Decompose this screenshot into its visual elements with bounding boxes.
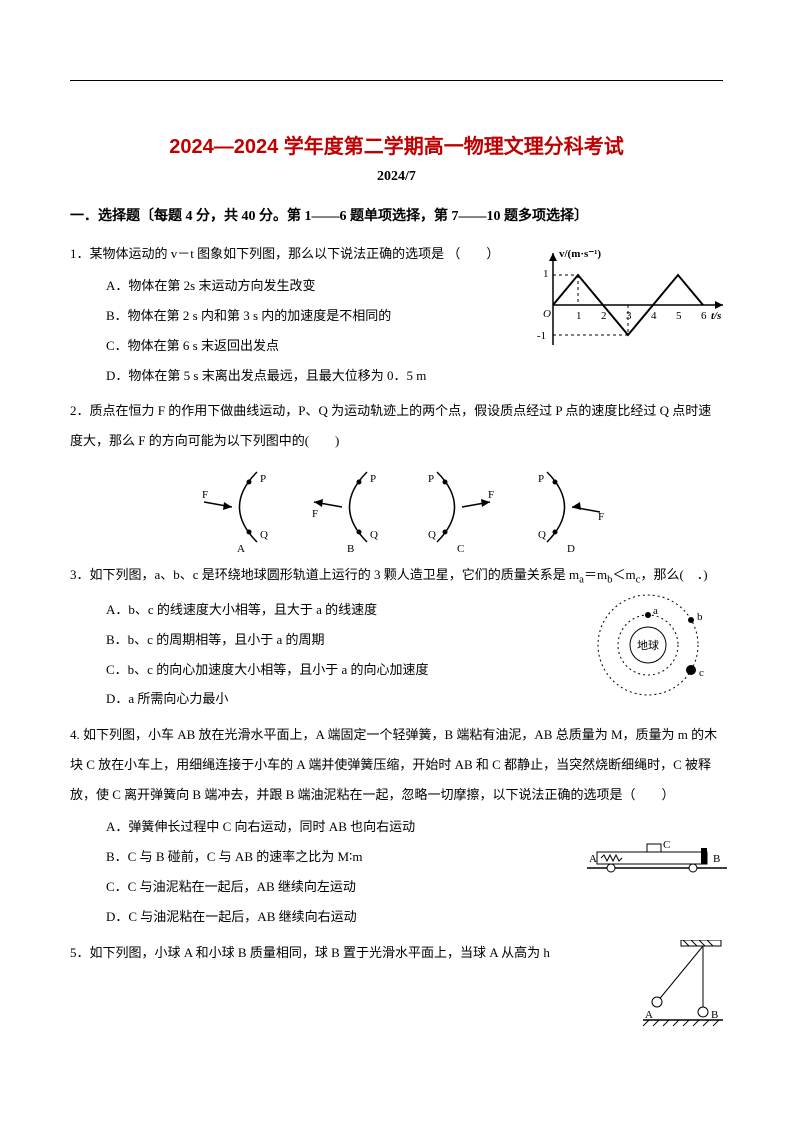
svg-text:B: B (711, 1009, 718, 1021)
q4-opt-d: D．C 与油泥粘在一起后，AB 继续向右运动 (106, 902, 723, 932)
svg-text:P: P (428, 473, 434, 485)
q1-ylabel: v/(m·s⁻¹) (559, 248, 601, 260)
exam-title: 2024—2024 学年度第二学期高一物理文理分科考试 (70, 130, 723, 159)
svg-text:F: F (202, 489, 208, 501)
svg-text:1: 1 (576, 310, 582, 322)
exam-date: 2024/7 (70, 169, 723, 185)
question-1: 1．某物体运动的 v－t 图象如下列图，那么以下说法正确的选项是 （ ） A．物… (70, 239, 723, 390)
svg-text:c: c (699, 667, 704, 679)
svg-text:Q: Q (538, 529, 546, 541)
q2-stem: 2．质点在恒力 F 的作用下做曲线运动，P、Q 为运动轨迹上的两个点，假设质点经… (70, 396, 723, 456)
svg-text:3: 3 (626, 310, 632, 322)
q1-vt-graph: v/(m·s⁻¹) t/s 1 2 3 4 5 6 1 -1 O (533, 245, 733, 355)
svg-text:Q: Q (428, 529, 436, 541)
q4-stem: 4. 如下列图，小车 AB 放在光滑水平面上，A 端固定一个轻弹簧，B 端粘有油… (70, 720, 723, 810)
svg-text:Q: Q (370, 529, 378, 541)
svg-text:P: P (370, 473, 376, 485)
svg-text:C: C (457, 543, 464, 552)
question-3: 3．如下列图，a、b、c 是环绕地球圆形轨道上运行的 3 颗人造卫星，它们的质量… (70, 560, 723, 714)
svg-text:F: F (312, 508, 318, 520)
svg-text:a: a (653, 605, 658, 617)
q4-opt-c: C．C 与油泥粘在一起后，AB 继续向左运动 (106, 872, 723, 902)
question-5: 5．如下列图，小球 A 和小球 B 质量相同，球 B 置于光滑水平面上，当球 A… (70, 938, 723, 968)
svg-text:1: 1 (543, 268, 549, 280)
svg-text:地球: 地球 (637, 638, 659, 652)
svg-text:B: B (713, 853, 720, 865)
svg-text:A: A (645, 1009, 653, 1021)
q5-stem: 5．如下列图，小球 A 和小球 B 质量相同，球 B 置于光滑水平面上，当球 A… (70, 938, 723, 968)
svg-text:6: 6 (701, 310, 707, 322)
svg-text:5: 5 (676, 310, 682, 322)
svg-text:P: P (538, 473, 544, 485)
svg-text:D: D (567, 543, 575, 552)
svg-text:P: P (260, 473, 266, 485)
svg-text:b: b (697, 611, 703, 623)
svg-text:B: B (347, 543, 354, 552)
q1-xlabel: t/s (711, 310, 721, 322)
section-1-heading: 一．选择题〔每题 4 分，共 40 分。第 1——6 题单项选择，第 7——10… (70, 205, 723, 225)
q4-cart-diagram: A B C (587, 838, 727, 874)
svg-text:A: A (237, 543, 245, 552)
svg-text:4: 4 (651, 310, 657, 322)
q5-pendulum-diagram: A B (643, 940, 723, 1030)
svg-text:A: A (589, 853, 597, 865)
question-2: 2．质点在恒力 F 的作用下做曲线运动，P、Q 为运动轨迹上的两个点，假设质点经… (70, 396, 723, 552)
q2-diagrams: P Q F A P Q F B P (182, 462, 612, 552)
q1-opt-d: D．物体在第 5 s 末离出发点最远，且最大位移为 0．5 m (106, 361, 723, 391)
q3-stem: 3．如下列图，a、b、c 是环绕地球圆形轨道上运行的 3 颗人造卫星，它们的质量… (70, 560, 723, 592)
svg-text:F: F (488, 489, 494, 501)
svg-text:Q: Q (260, 529, 268, 541)
top-rule (70, 80, 723, 81)
q3-orbit-diagram: 地球 a b c (573, 590, 723, 700)
svg-text:C: C (663, 839, 670, 851)
svg-text:O: O (543, 308, 551, 320)
svg-text:2: 2 (601, 310, 607, 322)
svg-text:-1: -1 (537, 330, 546, 342)
svg-text:F: F (598, 511, 604, 523)
question-4: 4. 如下列图，小车 AB 放在光滑水平面上，A 端固定一个轻弹簧，B 端粘有油… (70, 720, 723, 931)
